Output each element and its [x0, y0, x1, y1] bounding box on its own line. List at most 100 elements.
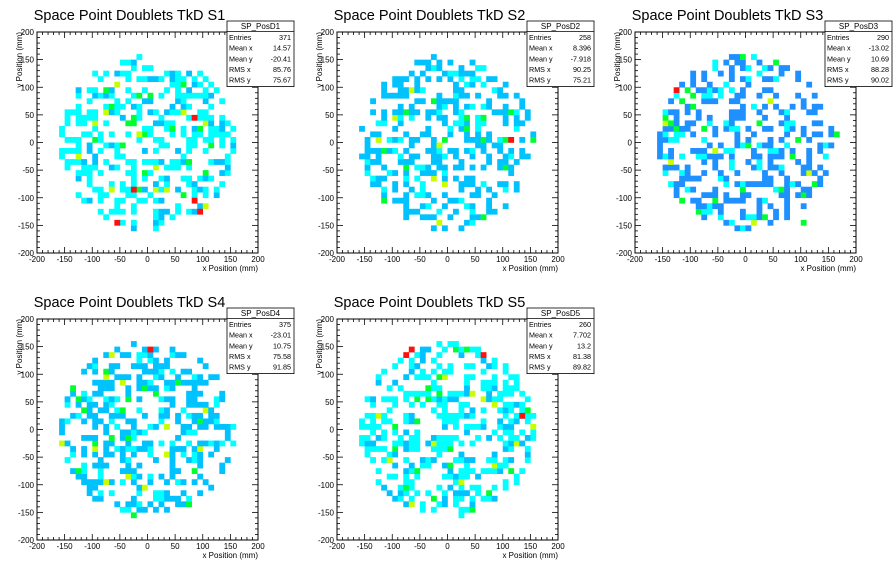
bin-cell: [513, 479, 520, 486]
bin-cell: [690, 103, 697, 110]
bin-cell: [828, 142, 835, 149]
bin-cell: [751, 164, 757, 171]
bin-cell: [441, 396, 448, 403]
bin-cell: [208, 159, 215, 165]
bin-cell: [92, 418, 99, 425]
bin-cell: [108, 451, 115, 458]
bin-cell: [164, 423, 170, 430]
bin-cell: [81, 435, 88, 441]
bin-cell: [180, 490, 187, 497]
bin-cell: [408, 390, 415, 397]
bin-cell: [414, 352, 421, 358]
bin-cell: [186, 423, 192, 430]
bin-cell: [778, 186, 785, 193]
bin-cell: [130, 435, 137, 441]
bin-cell: [158, 407, 165, 414]
bin-cell: [136, 506, 143, 513]
bin-cell: [806, 192, 813, 199]
bin-cell: [497, 136, 504, 143]
bin-cell: [119, 374, 126, 381]
bin-cell: [169, 440, 176, 447]
bin-cell: [491, 451, 498, 458]
bin-cell: [408, 103, 415, 110]
bin-cell: [208, 418, 215, 425]
bin-cell: [706, 98, 713, 105]
bin-cell: [180, 379, 187, 386]
bin-cell: [441, 473, 448, 480]
bin-cell: [502, 379, 509, 386]
bin-cell: [114, 423, 121, 430]
bin-cell: [125, 192, 132, 199]
bin-cell: [800, 192, 807, 199]
bin-cell: [202, 92, 209, 99]
bin-cell: [458, 346, 465, 353]
bin-cell: [103, 214, 110, 221]
bin-cell: [414, 153, 421, 160]
bin-cell: [141, 352, 148, 358]
bin-cell: [486, 208, 492, 215]
bin-cell: [464, 92, 470, 99]
stats-value: 81.38: [573, 352, 591, 361]
bin-cell: [441, 440, 448, 447]
bin-cell: [767, 181, 774, 187]
bin-cell: [723, 181, 730, 187]
bin-cell: [403, 192, 410, 199]
bin-cell: [180, 76, 187, 83]
histogram-panel: Space Point Doublets TkD S4 -200 -150 -100-…: [0, 287, 296, 572]
bin-cell: [458, 473, 465, 480]
bin-cell: [414, 59, 421, 66]
bin-cell: [469, 103, 476, 110]
bin-cell: [191, 374, 198, 381]
bin-cell: [147, 131, 154, 138]
bin-cell: [795, 136, 802, 143]
bin-cell: [108, 401, 115, 408]
bin-cell: [169, 131, 176, 138]
x-tick-label: 100: [496, 542, 510, 551]
bin-cell: [508, 148, 515, 154]
x-tick-label: -100: [384, 255, 401, 264]
bin-cell: [530, 136, 537, 143]
bin-cell: [75, 170, 82, 176]
bin-cell: [191, 418, 198, 425]
bin-cell: [773, 214, 779, 221]
bin-cell: [153, 159, 159, 165]
bin-cell: [224, 170, 231, 176]
bin-cell: [392, 401, 399, 408]
bin-cell: [186, 136, 192, 143]
bin-cell: [180, 352, 187, 358]
x-tick-label: -100: [84, 255, 101, 264]
stats-label: Mean x: [529, 331, 553, 340]
bin-cell: [519, 120, 526, 127]
bin-cell: [103, 440, 110, 447]
bin-cell: [197, 401, 204, 408]
stats-value: -7.918: [571, 54, 591, 63]
bin-cell: [186, 457, 192, 463]
bin-cell: [153, 214, 159, 221]
stats-label: RMS x: [229, 352, 251, 361]
bin-cell: [430, 159, 437, 165]
bin-cell: [756, 142, 763, 149]
bin-cell: [153, 208, 159, 215]
bin-cell: [712, 65, 719, 71]
bin-cell: [186, 396, 192, 403]
bin-cell: [75, 120, 82, 127]
bin-cell: [180, 429, 187, 436]
bin-cell: [739, 181, 746, 187]
bin-cell: [419, 346, 426, 353]
bin-cell: [458, 401, 465, 408]
bin-cell: [86, 435, 93, 441]
bin-cell: [695, 203, 702, 210]
bin-cell: [458, 76, 465, 83]
bin-cell: [453, 346, 459, 353]
bin-cell: [114, 219, 121, 226]
bin-cell: [502, 423, 509, 430]
bin-cell: [213, 125, 220, 132]
bin-cell: [524, 109, 531, 116]
bin-cell: [419, 374, 426, 381]
bin-cell: [756, 197, 763, 204]
bin-cell: [169, 473, 176, 480]
bin-cell: [408, 363, 415, 370]
bin-cell: [480, 407, 487, 414]
bin-cell: [717, 208, 724, 215]
bin-cell: [86, 484, 93, 491]
